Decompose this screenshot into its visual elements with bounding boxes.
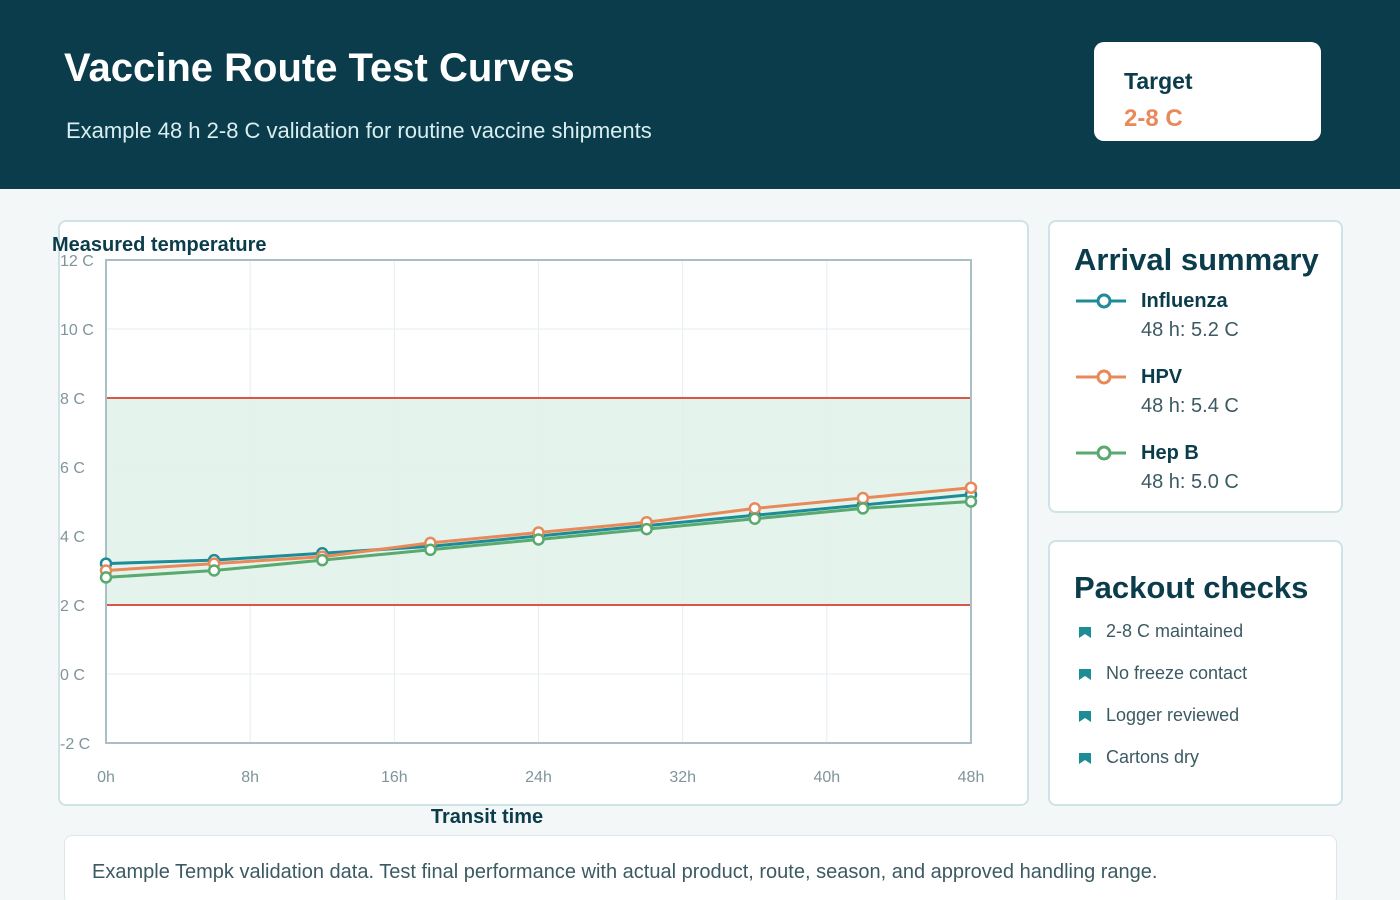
x-tick-label: 24h	[525, 769, 552, 786]
influenza-line-marker-icon	[1076, 293, 1126, 309]
x-tick-label: 32h	[669, 769, 696, 786]
y-tick-label: 4 C	[60, 529, 85, 546]
check-item: Logger reviewed	[1078, 705, 1328, 729]
legend-value: 48 h: 5.0 C	[1141, 471, 1239, 493]
target-card: Target 2-8 C	[1094, 42, 1321, 141]
data-point-hpv	[856, 491, 870, 505]
data-point-hep-b	[964, 495, 978, 508]
temperature-chart: -2 C 0 C 2 C 4 C 6 C 8 C 10 C 12 C 0h 8h 16h 24h 32h…	[52, 234, 985, 828]
y-axis-label: Measured temperature	[52, 234, 267, 256]
x-axis-label: Transit time	[431, 806, 543, 828]
y-tick-label: 2 C	[60, 598, 85, 615]
packout-checks-card: Packout checks 2-8 C maintained No freez…	[1048, 540, 1343, 806]
footer-text: Example Tempk validation data. Test fina…	[92, 861, 1158, 883]
x-tick-label: 40h	[813, 769, 840, 786]
check-label: No freeze contact	[1106, 663, 1248, 683]
y-tick-label: 10 C	[60, 322, 94, 339]
legend-item-influenza: Influenza 48 h: 5.2 C	[1074, 290, 1334, 350]
x-tick-label: 0h	[97, 769, 115, 786]
legend-name: HPV	[1141, 366, 1183, 388]
y-tick-label: 12 C	[60, 253, 94, 270]
legend-item-hpv: HPV 48 h: 5.4 C	[1074, 366, 1334, 426]
check-item: Cartons dry	[1078, 747, 1328, 771]
legend-name: Hep B	[1141, 442, 1199, 464]
packout-checks-title: Packout checks	[1074, 570, 1309, 605]
check-item: 2-8 C maintained	[1078, 621, 1328, 645]
y-tick-label: 8 C	[60, 391, 85, 408]
legend-value: 48 h: 5.4 C	[1141, 395, 1239, 417]
data-point-hep-b	[207, 564, 221, 577]
check-item: No freeze contact	[1078, 663, 1328, 687]
check-bullet-icon	[1079, 627, 1091, 638]
arrival-summary-card: Arrival summary Influenza 48 h: 5.2 C HP…	[1048, 220, 1343, 513]
check-label: Logger reviewed	[1106, 705, 1240, 725]
data-point-hpv	[748, 502, 761, 515]
hepb-line-marker-icon	[1076, 445, 1126, 461]
data-point-hep-b	[424, 543, 437, 557]
data-point-hep-b	[748, 512, 761, 525]
check-bullet-icon	[1079, 711, 1091, 722]
legend-name: Influenza	[1141, 290, 1228, 312]
data-point-hep-b	[532, 533, 545, 546]
chart-card: -2 C 0 C 2 C 4 C 6 C 8 C 10 C 12 C 0h 8h 16h 24h 32h…	[52, 220, 1029, 828]
y-tick-label: -2 C	[60, 736, 90, 753]
data-point-hep-b	[99, 571, 113, 584]
legend-item-hepb: Hep B 48 h: 5.0 C	[1074, 442, 1334, 502]
hpv-line-marker-icon	[1076, 369, 1126, 385]
target-label: Target	[1124, 68, 1193, 94]
x-tick-label: 8h	[241, 769, 259, 786]
page-subtitle: Example 48 h 2-8 C validation for routin…	[66, 118, 652, 143]
data-point-hep-b	[640, 522, 653, 536]
footer-note: Example Tempk validation data. Test fina…	[64, 835, 1337, 900]
check-bullet-icon	[1079, 753, 1091, 764]
data-point-hep-b	[316, 553, 329, 567]
check-label: Cartons dry	[1106, 747, 1200, 767]
x-tick-label: 48h	[958, 769, 985, 786]
page-title: Vaccine Route Test Curves	[64, 46, 575, 90]
y-tick-label: 0 C	[60, 667, 85, 684]
target-value: 2-8 C	[1124, 105, 1183, 132]
x-tick-label: 16h	[381, 769, 408, 786]
data-point-hep-b	[856, 502, 870, 515]
check-label: 2-8 C maintained	[1106, 621, 1244, 641]
legend-value: 48 h: 5.2 C	[1141, 319, 1239, 341]
arrival-summary-title: Arrival summary	[1074, 242, 1319, 277]
y-tick-label: 6 C	[60, 460, 85, 477]
header-banner: Vaccine Route Test Curves Example 48 h 2…	[0, 0, 1400, 189]
data-point-hpv	[964, 481, 978, 494]
check-bullet-icon	[1079, 669, 1091, 680]
